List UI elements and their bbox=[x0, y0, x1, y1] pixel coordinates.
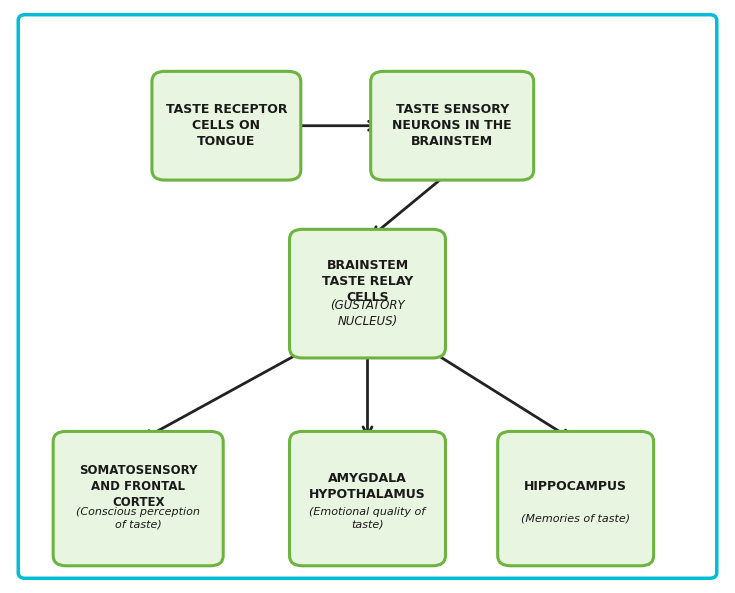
FancyBboxPatch shape bbox=[290, 229, 445, 358]
FancyBboxPatch shape bbox=[498, 432, 653, 566]
FancyBboxPatch shape bbox=[370, 71, 534, 180]
Text: (Emotional quality of
taste): (Emotional quality of taste) bbox=[309, 508, 426, 530]
Text: TASTE SENSORY
NEURONS IN THE
BRAINSTEM: TASTE SENSORY NEURONS IN THE BRAINSTEM bbox=[392, 103, 512, 148]
Text: (Conscious perception
of taste): (Conscious perception of taste) bbox=[76, 508, 200, 530]
Text: (Memories of taste): (Memories of taste) bbox=[521, 514, 630, 524]
Text: SOMATOSENSORY
AND FRONTAL
CORTEX: SOMATOSENSORY AND FRONTAL CORTEX bbox=[79, 464, 198, 509]
Text: TASTE RECEPTOR
CELLS ON
TONGUE: TASTE RECEPTOR CELLS ON TONGUE bbox=[165, 103, 287, 148]
Text: HIPPOCAMPUS: HIPPOCAMPUS bbox=[524, 480, 627, 493]
FancyBboxPatch shape bbox=[152, 71, 301, 180]
Text: (GUSTATORY
NUCLEUS): (GUSTATORY NUCLEUS) bbox=[330, 299, 405, 328]
Text: AMYGDALA
HYPOTHALAMUS: AMYGDALA HYPOTHALAMUS bbox=[309, 471, 426, 500]
Text: BRAINSTEM
TASTE RELAY
CELLS: BRAINSTEM TASTE RELAY CELLS bbox=[322, 259, 413, 304]
FancyBboxPatch shape bbox=[53, 432, 223, 566]
FancyBboxPatch shape bbox=[290, 432, 445, 566]
